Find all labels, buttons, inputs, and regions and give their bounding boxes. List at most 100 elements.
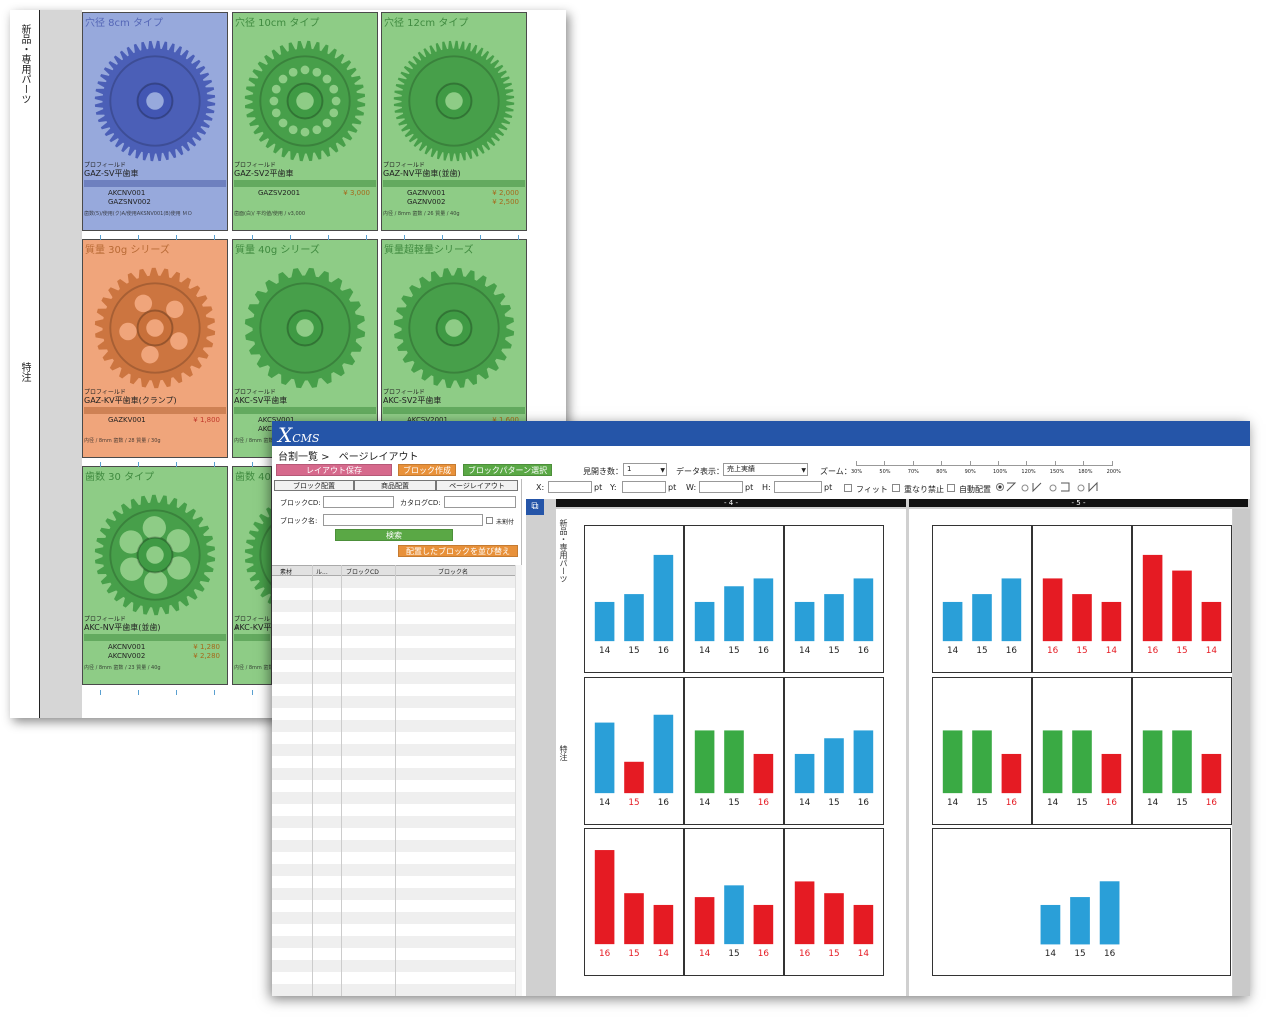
- list-scrollbar[interactable]: [515, 565, 522, 996]
- product-card[interactable]: 質量 30g シリーズ プロフィールド GAZ-KV平歯車(クランプ) GAZKV00…: [82, 239, 228, 458]
- list-item[interactable]: [272, 900, 515, 912]
- chart-block[interactable]: 14 15 16: [584, 525, 684, 673]
- list-item[interactable]: [272, 972, 515, 984]
- list-item[interactable]: [272, 780, 515, 792]
- list-item[interactable]: [272, 636, 515, 648]
- chart-block[interactable]: 14 15 16: [932, 525, 1032, 673]
- block-cd-input[interactable]: [323, 496, 394, 508]
- zoom-level-label[interactable]: 70%: [907, 469, 919, 475]
- list-item[interactable]: [272, 816, 515, 828]
- grid-tick: [138, 235, 139, 240]
- gear-image: [244, 267, 366, 389]
- zoom-level-label[interactable]: 100%: [993, 469, 1008, 475]
- chart-block[interactable]: 14 15 16: [932, 828, 1231, 976]
- canvas-scrollbar[interactable]: [1233, 509, 1250, 996]
- data-display-select[interactable]: 売上実績 ▼: [723, 463, 808, 476]
- grid-tick: [214, 462, 215, 467]
- columns-select[interactable]: 1 ▼: [623, 463, 667, 476]
- chart-block[interactable]: 14 15 16: [1032, 677, 1132, 825]
- list-item[interactable]: [272, 600, 515, 612]
- list-item[interactable]: [272, 828, 515, 840]
- catalog-cd-input[interactable]: [444, 496, 516, 508]
- list-item[interactable]: [272, 804, 515, 816]
- chart-block[interactable]: 14 15 16: [784, 677, 884, 825]
- product-card[interactable]: 穴径 10cm タイプ プロフィールド GAZ-SV2平歯車 GAZSV2001 ¥ 3…: [232, 12, 378, 231]
- list-item[interactable]: [272, 648, 515, 660]
- list-item[interactable]: [272, 660, 515, 672]
- list-item[interactable]: [272, 744, 515, 756]
- list-item[interactable]: [272, 876, 515, 888]
- list-item[interactable]: [272, 732, 515, 744]
- chart-block[interactable]: 14 15 16: [932, 677, 1032, 825]
- no-overlap-checkbox[interactable]: [892, 484, 900, 492]
- breadcrumb-root[interactable]: 台割一覧 >: [278, 452, 330, 463]
- list-item[interactable]: [272, 588, 515, 600]
- product-price: ¥ 1,280: [193, 643, 220, 651]
- list-item[interactable]: [272, 612, 515, 624]
- product-card[interactable]: 歯数 30 タイプ プロフィールド AKC-NV平歯車(並歯) AKCNV001 ¥ 1…: [82, 466, 228, 685]
- chart-block[interactable]: 14 15 16: [684, 677, 784, 825]
- chart-block[interactable]: 16 15 14: [1132, 525, 1232, 673]
- list-item[interactable]: [272, 624, 515, 636]
- product-card[interactable]: 穴径 12cm タイプ プロフィールド GAZ-NV平歯車(並歯) GAZNV001 ¥…: [381, 12, 527, 231]
- chart-block[interactable]: 14 15 16: [684, 525, 784, 673]
- zoom-level-label[interactable]: 180%: [1078, 469, 1093, 475]
- x-input[interactable]: [548, 481, 592, 493]
- list-item[interactable]: [272, 696, 515, 708]
- grid-tick: [138, 462, 139, 467]
- reorder-blocks-button[interactable]: 配置したブロックを並び替え: [398, 545, 518, 557]
- chart-block[interactable]: 14 15 16: [584, 677, 684, 825]
- list-item[interactable]: [272, 684, 515, 696]
- tab-block-placement[interactable]: ブロック配置: [274, 480, 354, 491]
- fit-checkbox[interactable]: [844, 484, 852, 492]
- create-block-button[interactable]: ブロック作成: [398, 464, 456, 476]
- zoom-level-label[interactable]: 50%: [879, 469, 891, 475]
- list-item[interactable]: [272, 708, 515, 720]
- tab-product-placement[interactable]: 商品配置: [354, 480, 436, 491]
- list-item[interactable]: [272, 672, 515, 684]
- list-item[interactable]: [272, 852, 515, 864]
- list-item[interactable]: [272, 720, 515, 732]
- auto-place-checkbox[interactable]: [947, 484, 955, 492]
- zoom-level-label[interactable]: 200%: [1106, 469, 1121, 475]
- zoom-level-label[interactable]: 90%: [964, 469, 976, 475]
- product-card[interactable]: 穴径 8cm タイプ プロフィールド GAZ-SV平歯車 AKCNV001 GAZSNV…: [82, 12, 228, 231]
- chart-block[interactable]: 16 15 14: [584, 828, 684, 976]
- list-item[interactable]: [272, 768, 515, 780]
- h-input[interactable]: [774, 481, 822, 493]
- w-input[interactable]: [699, 481, 743, 493]
- chart-block[interactable]: 14 15 16: [784, 525, 884, 673]
- list-item[interactable]: [272, 576, 515, 588]
- list-item[interactable]: [272, 792, 515, 804]
- unplaced-checkbox[interactable]: [486, 517, 493, 524]
- tab-page-layout[interactable]: ページレイアウト: [436, 480, 518, 491]
- zoom-level-label[interactable]: 150%: [1049, 469, 1065, 475]
- list-item[interactable]: [272, 756, 515, 768]
- chart-block[interactable]: 16 15 14: [784, 828, 884, 976]
- block-pattern-button[interactable]: ブロックパターン選択: [463, 464, 552, 476]
- chart-block[interactable]: 14 15 16: [684, 828, 784, 976]
- list-item[interactable]: [272, 960, 515, 972]
- zoom-level-label[interactable]: 30%: [851, 469, 863, 475]
- list-item[interactable]: [272, 948, 515, 960]
- zoom-level-label[interactable]: 120%: [1021, 469, 1036, 475]
- save-layout-button[interactable]: レイアウト保存: [276, 464, 392, 476]
- col-rule: ル...: [316, 569, 328, 576]
- list-item[interactable]: [272, 984, 515, 996]
- search-button[interactable]: 検索: [335, 529, 453, 541]
- chart-block[interactable]: 14 15 16: [1132, 677, 1232, 825]
- list-item[interactable]: [272, 912, 515, 924]
- list-item[interactable]: [272, 924, 515, 936]
- chart-block[interactable]: 16 15 14: [1032, 525, 1132, 673]
- list-item[interactable]: [272, 888, 515, 900]
- zoom-slider[interactable]: [856, 465, 1112, 466]
- y-input[interactable]: [622, 481, 666, 493]
- list-item[interactable]: [272, 864, 515, 876]
- panel-toggle-icon[interactable]: ⧉: [526, 499, 544, 515]
- zoom-level-label[interactable]: 80%: [936, 469, 948, 475]
- block-name-input[interactable]: [323, 514, 483, 526]
- list-item[interactable]: [272, 840, 515, 852]
- list-item[interactable]: [272, 936, 515, 948]
- align-direction-radio-group[interactable]: [995, 480, 1115, 494]
